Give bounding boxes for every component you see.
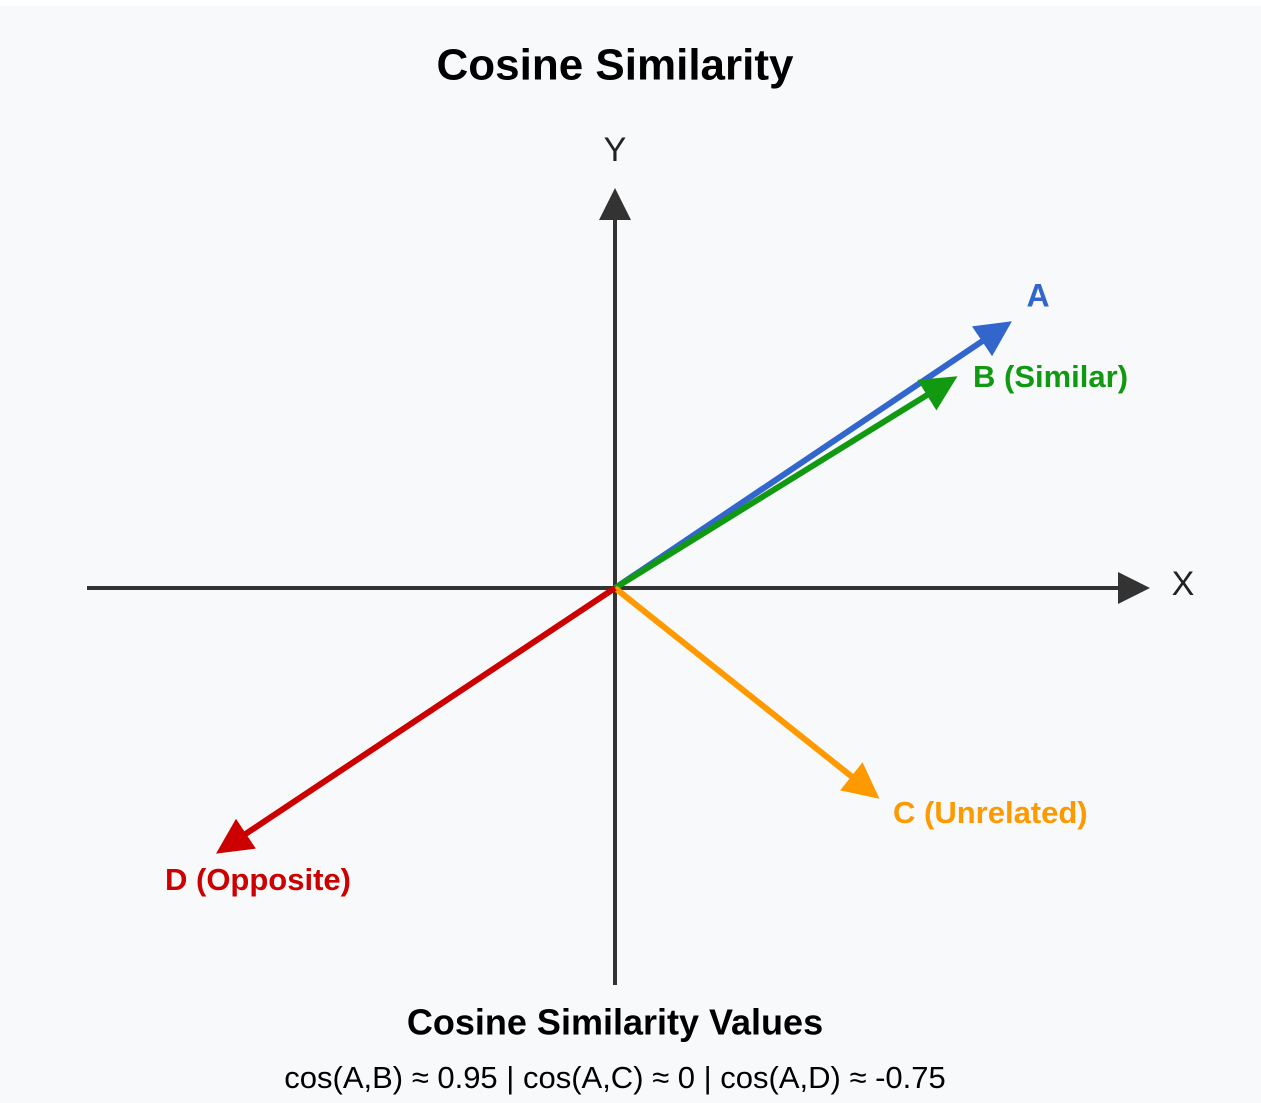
title: Cosine Similarity [436, 41, 794, 90]
vector-d [216, 585, 617, 854]
vector-label: C (Unrelated) [893, 795, 1088, 830]
vector-b [613, 376, 958, 591]
footer-title: Cosine Similarity Values [407, 1002, 823, 1043]
vector-label: B (Similar) [973, 359, 1128, 394]
y-axis-label: Y [604, 131, 627, 169]
vector-label: D (Opposite) [165, 862, 351, 897]
vector-label: A [1026, 277, 1049, 313]
vector-c [613, 585, 880, 799]
x-axis-label: X [1172, 565, 1195, 603]
footer-values: cos(A,B) ≈ 0.95 | cos(A,C) ≈ 0 | cos(A,D… [284, 1060, 946, 1095]
background [0, 6, 1261, 1103]
